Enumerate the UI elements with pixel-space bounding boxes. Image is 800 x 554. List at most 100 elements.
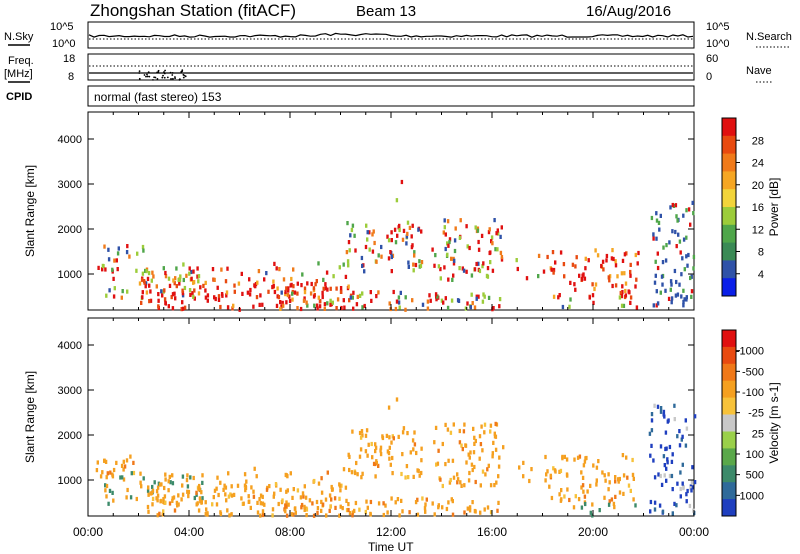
heatmap-cell — [181, 306, 185, 311]
heatmap-cell — [660, 274, 664, 279]
heatmap-cell — [401, 430, 405, 435]
heatmap-cell — [281, 300, 284, 305]
heatmap-cell — [414, 500, 418, 505]
heatmap-cell — [662, 454, 666, 459]
heatmap-cell — [190, 276, 193, 281]
heatmap-cell — [291, 495, 294, 500]
heatmap-cell — [407, 264, 410, 269]
heatmap-cell — [424, 502, 427, 507]
heatmap-cell — [559, 498, 563, 503]
heatmap-cell — [305, 300, 308, 305]
cpid-strip-frame — [87, 85, 695, 107]
heatmap-cell — [162, 509, 165, 514]
heatmap-cell — [256, 500, 259, 505]
heatmap-cell — [115, 258, 118, 263]
heatmap-cell — [614, 479, 617, 484]
heatmap-cell — [147, 485, 150, 490]
heatmap-cell — [671, 487, 674, 492]
heatmap-cell — [453, 248, 457, 254]
heatmap-cell — [375, 259, 378, 264]
heatmap-cell — [217, 297, 221, 302]
heatmap-cell — [104, 488, 107, 493]
heatmap-cell — [689, 222, 692, 227]
heatmap-cell — [156, 513, 159, 518]
heatmap-cell — [292, 512, 295, 517]
heatmap-cell — [364, 449, 368, 454]
heatmap-cell — [440, 298, 444, 303]
heatmap-cell — [522, 460, 525, 465]
heatmap-cell — [477, 294, 480, 299]
heatmap-cell — [372, 229, 375, 234]
heatmap-cell — [290, 282, 293, 287]
y-tick-label: 3000 — [58, 179, 82, 191]
heatmap-cell — [446, 427, 450, 432]
heatmap-cell — [681, 462, 684, 467]
heatmap-cell — [227, 494, 231, 499]
heatmap-cell — [425, 497, 428, 502]
heatmap-cell — [622, 303, 626, 308]
heatmap-cell — [416, 497, 419, 502]
heatmap-cell — [252, 494, 256, 499]
heatmap-cell — [691, 465, 694, 470]
heatmap-cell — [397, 300, 401, 305]
heatmap-cell — [656, 251, 659, 256]
heatmap-cell — [351, 429, 354, 434]
heatmap-cell — [293, 290, 297, 295]
heatmap-cell — [454, 226, 457, 231]
heatmap-cell — [420, 260, 424, 265]
heatmap-cell — [146, 504, 150, 510]
heatmap-cell — [342, 467, 346, 472]
heatmap-cell — [344, 274, 348, 279]
heatmap-cell — [495, 480, 498, 485]
heatmap-cell — [603, 495, 606, 500]
heatmap-cell — [224, 492, 227, 497]
heatmap-cell — [472, 450, 476, 455]
heatmap-cell — [452, 475, 456, 480]
heatmap-cell — [330, 497, 333, 502]
heatmap-cell — [227, 471, 230, 476]
heatmap-cell — [301, 272, 304, 277]
heatmap-cell — [258, 302, 261, 307]
nave-dropout-dot — [146, 75, 149, 78]
colorbar-swatch — [722, 448, 736, 466]
heatmap-cell — [580, 470, 583, 475]
heatmap-cell — [467, 478, 471, 483]
heatmap-cell — [674, 229, 677, 235]
heatmap-cell — [489, 260, 492, 265]
heatmap-cell — [685, 208, 688, 213]
heatmap-cell — [101, 263, 105, 268]
heatmap-cell — [471, 301, 474, 306]
heatmap-cell — [678, 429, 681, 434]
heatmap-cell — [421, 496, 424, 501]
heatmap-cell — [584, 266, 587, 271]
heatmap-cell — [456, 477, 460, 482]
heatmap-cell — [395, 198, 399, 203]
colorbar-swatch — [722, 224, 736, 244]
heatmap-cell — [345, 508, 349, 513]
heatmap-cell — [130, 471, 133, 476]
heatmap-cell — [365, 499, 368, 504]
heatmap-cell — [671, 229, 674, 234]
heatmap-cell — [386, 449, 390, 454]
heatmap-cell — [104, 483, 107, 488]
heatmap-cell — [473, 441, 476, 446]
heatmap-cell — [692, 508, 695, 513]
heatmap-cell — [475, 296, 478, 301]
heatmap-cell — [530, 467, 533, 472]
nsearch-tick-top: 10^5 — [706, 21, 730, 33]
heatmap-cell — [279, 300, 282, 305]
heatmap-cell — [284, 289, 287, 295]
heatmap-cell — [563, 454, 566, 459]
heatmap-cell — [368, 230, 371, 235]
heatmap-cell — [395, 397, 399, 402]
heatmap-cell — [113, 286, 116, 291]
heatmap-cell — [583, 276, 587, 281]
heatmap-cell — [493, 434, 497, 439]
heatmap-cell — [107, 247, 110, 252]
heatmap-cell — [273, 261, 276, 266]
heatmap-cell — [199, 499, 202, 504]
heatmap-cell — [197, 279, 200, 284]
heatmap-cell — [497, 231, 500, 236]
heatmap-cell — [240, 496, 243, 501]
heatmap-cell — [168, 501, 172, 506]
